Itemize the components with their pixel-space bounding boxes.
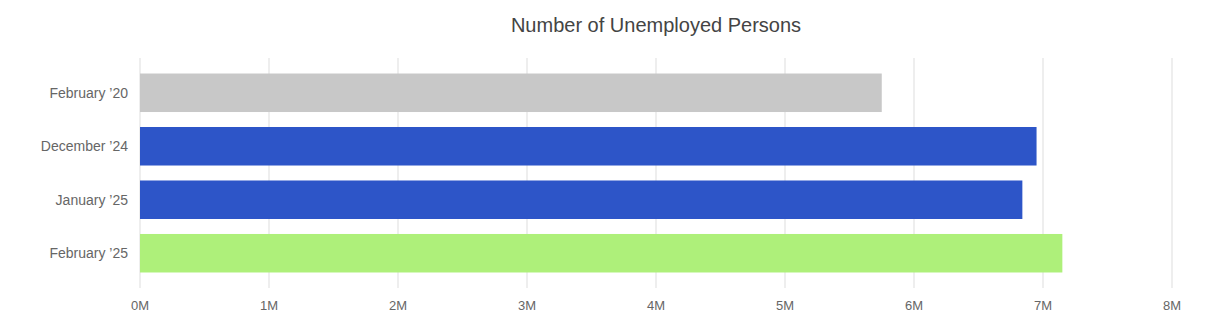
bar bbox=[140, 127, 1037, 166]
title: Number of Unemployed Persons bbox=[511, 14, 801, 36]
category-label: February ’20 bbox=[49, 85, 128, 101]
tick-label: 8M bbox=[1163, 298, 1181, 313]
bar bbox=[140, 234, 1062, 273]
tick-label: 4M bbox=[647, 298, 665, 313]
tick-label: 0M bbox=[131, 298, 149, 313]
tick-label: 1M bbox=[260, 298, 278, 313]
tick-labels: 0M 1M 2M 3M 4M 5M 6M 7M 8M bbox=[131, 298, 1181, 313]
bar bbox=[140, 74, 882, 113]
background bbox=[0, 0, 1206, 328]
category-label: February ’25 bbox=[49, 245, 128, 261]
tick-label: 2M bbox=[389, 298, 407, 313]
chart: 0M 1M 2M 3M 4M 5M 6M 7M 8M February ’20 December ’… bbox=[0, 0, 1206, 328]
category-label: December ’24 bbox=[41, 138, 128, 154]
tick-label: 5M bbox=[776, 298, 794, 313]
tick-label: 7M bbox=[1034, 298, 1052, 313]
tick-label: 6M bbox=[905, 298, 923, 313]
grid bbox=[140, 58, 1172, 288]
category-labels: February ’20 December ’24 January ’25 Febru… bbox=[41, 85, 128, 261]
category-label: January ’25 bbox=[56, 192, 129, 208]
bars bbox=[140, 74, 1062, 273]
chart-container: 0M 1M 2M 3M 4M 5M 6M 7M 8M February ’20 December ’… bbox=[0, 0, 1206, 328]
tick-label: 3M bbox=[518, 298, 536, 313]
bar bbox=[140, 180, 1022, 219]
page: {"chart_data": {"type": "bar", "orientat… bbox=[0, 0, 1206, 328]
grid-line bbox=[1172, 58, 1173, 288]
